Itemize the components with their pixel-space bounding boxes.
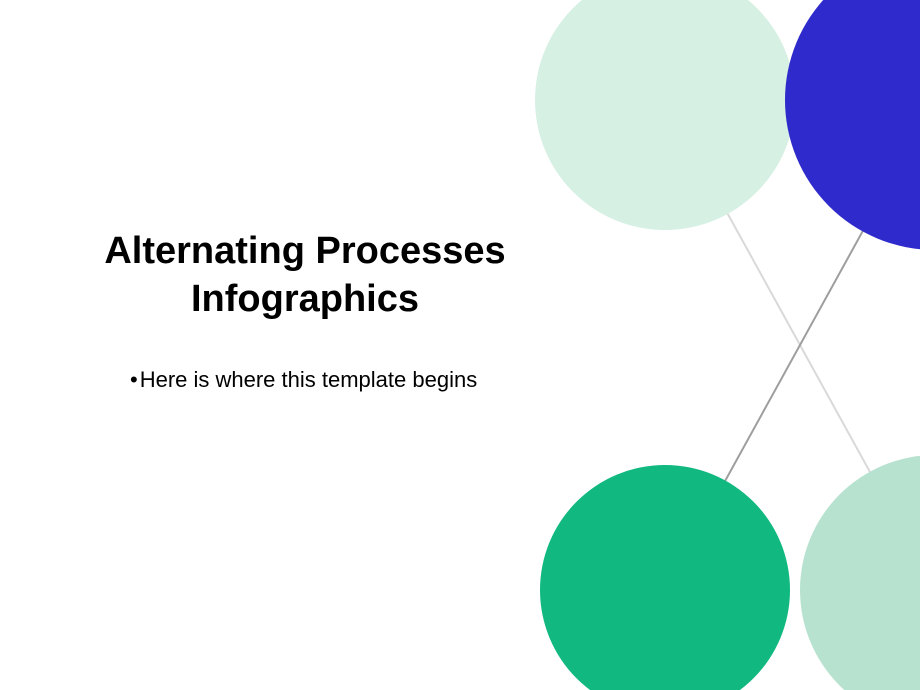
slide: Alternating Processes Infographics Here … bbox=[0, 0, 920, 690]
slide-title: Alternating Processes Infographics bbox=[75, 228, 535, 323]
title-area: Alternating Processes Infographics bbox=[75, 228, 535, 323]
slide-subtitle: Here is where this template begins bbox=[130, 367, 477, 393]
